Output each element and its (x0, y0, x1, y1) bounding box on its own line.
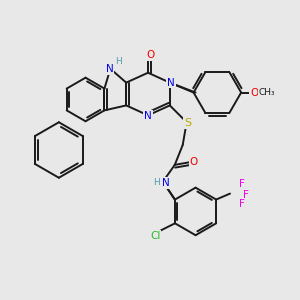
Text: H: H (115, 57, 122, 66)
Text: CH₃: CH₃ (259, 88, 275, 97)
Text: O: O (147, 50, 155, 60)
Text: N: N (162, 178, 170, 188)
Text: O: O (250, 88, 258, 98)
Text: F: F (243, 190, 249, 200)
Text: O: O (190, 157, 198, 167)
Text: F: F (239, 200, 245, 209)
Text: N: N (106, 64, 113, 74)
Text: H: H (154, 178, 160, 187)
Text: S: S (184, 118, 191, 128)
Text: F: F (239, 179, 245, 189)
Text: N: N (167, 78, 175, 88)
Text: Cl: Cl (150, 231, 160, 241)
Text: N: N (144, 111, 152, 121)
